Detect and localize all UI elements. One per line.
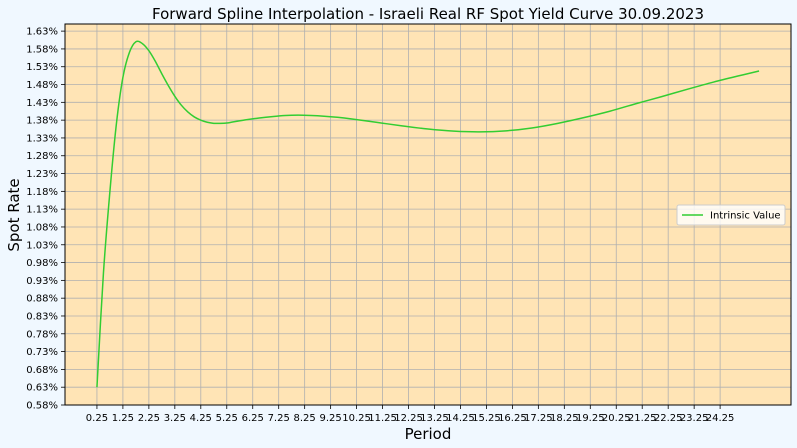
legend-box xyxy=(676,204,786,226)
y-tick-label: 1.63% xyxy=(26,27,58,38)
x-tick-label: 19.25 xyxy=(576,413,605,424)
legend-entry-label: Intrinsic Value xyxy=(710,211,781,222)
y-tick-label: 1.48% xyxy=(26,80,58,91)
y-tick-label: 1.58% xyxy=(26,44,58,55)
x-tick-label: 18.25 xyxy=(550,413,579,424)
x-tick-label: 6.25 xyxy=(242,413,264,424)
x-tick-label: 4.25 xyxy=(190,413,212,424)
y-tick-label: 0.78% xyxy=(26,329,58,340)
y-tick-label: 1.08% xyxy=(26,222,58,233)
y-tick-label: 1.18% xyxy=(26,187,58,198)
x-tick-label: 7.25 xyxy=(268,413,290,424)
y-tick-label: 0.63% xyxy=(26,383,58,394)
y-tick-label: 1.03% xyxy=(26,240,58,251)
y-tick-label: 1.38% xyxy=(26,116,58,127)
chart-title: Forward Spline Interpolation - Israeli R… xyxy=(152,5,704,23)
x-tick-label: 12.25 xyxy=(394,413,423,424)
y-tick-label: 0.58% xyxy=(26,401,58,412)
y-tick-label: 1.23% xyxy=(26,169,58,180)
x-tick-label: 17.25 xyxy=(524,413,553,424)
x-tick-label: 14.25 xyxy=(446,413,475,424)
y-tick-label: 1.43% xyxy=(26,98,58,109)
series-line-intrinsic-value xyxy=(96,40,760,388)
y-tick-label: 0.83% xyxy=(26,311,58,322)
x-tick-label: 9.25 xyxy=(319,413,341,424)
x-tick-label: 22.25 xyxy=(654,413,683,424)
legend: Intrinsic Value xyxy=(676,204,786,226)
y-tick-label: 1.33% xyxy=(26,133,58,144)
x-axis-label: Period xyxy=(405,425,452,443)
y-tick-label: 1.13% xyxy=(26,205,58,216)
y-tick-label: 0.88% xyxy=(26,294,58,305)
x-tick-label: 0.25 xyxy=(86,413,108,424)
x-tick-label: 10.25 xyxy=(342,413,371,424)
x-tick-label: 16.25 xyxy=(498,413,527,424)
grid xyxy=(65,24,791,406)
y-tick-label: 0.73% xyxy=(26,347,58,358)
x-tick-label: 11.25 xyxy=(368,413,397,424)
y-axis-label: Spot Rate xyxy=(5,178,23,251)
x-tick-label: 21.25 xyxy=(628,413,657,424)
y-tick-label: 1.28% xyxy=(26,151,58,162)
x-tick-label: 20.25 xyxy=(602,413,631,424)
x-tick-label: 13.25 xyxy=(420,413,449,424)
x-tick-label: 2.25 xyxy=(138,413,160,424)
x-axis: 0.25 1.25 2.25 3.25 4.25 5.25 6.25 7.25 8.25 9.25… xyxy=(86,405,735,424)
y-tick-label: 0.98% xyxy=(26,258,58,269)
y-tick-label: 0.93% xyxy=(26,276,58,287)
y-axis: 0.58% 0.63% 0.68% 0.73% 0.78% 0.83% 0.88% 0.93%… xyxy=(26,27,65,412)
x-tick-label: 5.25 xyxy=(216,413,238,424)
y-tick-label: 0.68% xyxy=(26,365,58,376)
x-tick-label: 8.25 xyxy=(294,413,316,424)
plot-area xyxy=(65,24,791,405)
series-layer xyxy=(96,40,760,388)
x-tick-label: 15.25 xyxy=(472,413,501,424)
x-tick-label: 1.25 xyxy=(112,413,134,424)
x-tick-label: 24.25 xyxy=(706,413,735,424)
x-tick-label: 23.25 xyxy=(680,413,709,424)
y-tick-label: 1.53% xyxy=(26,62,58,73)
plot-frame xyxy=(64,23,792,406)
x-tick-label: 3.25 xyxy=(164,413,186,424)
